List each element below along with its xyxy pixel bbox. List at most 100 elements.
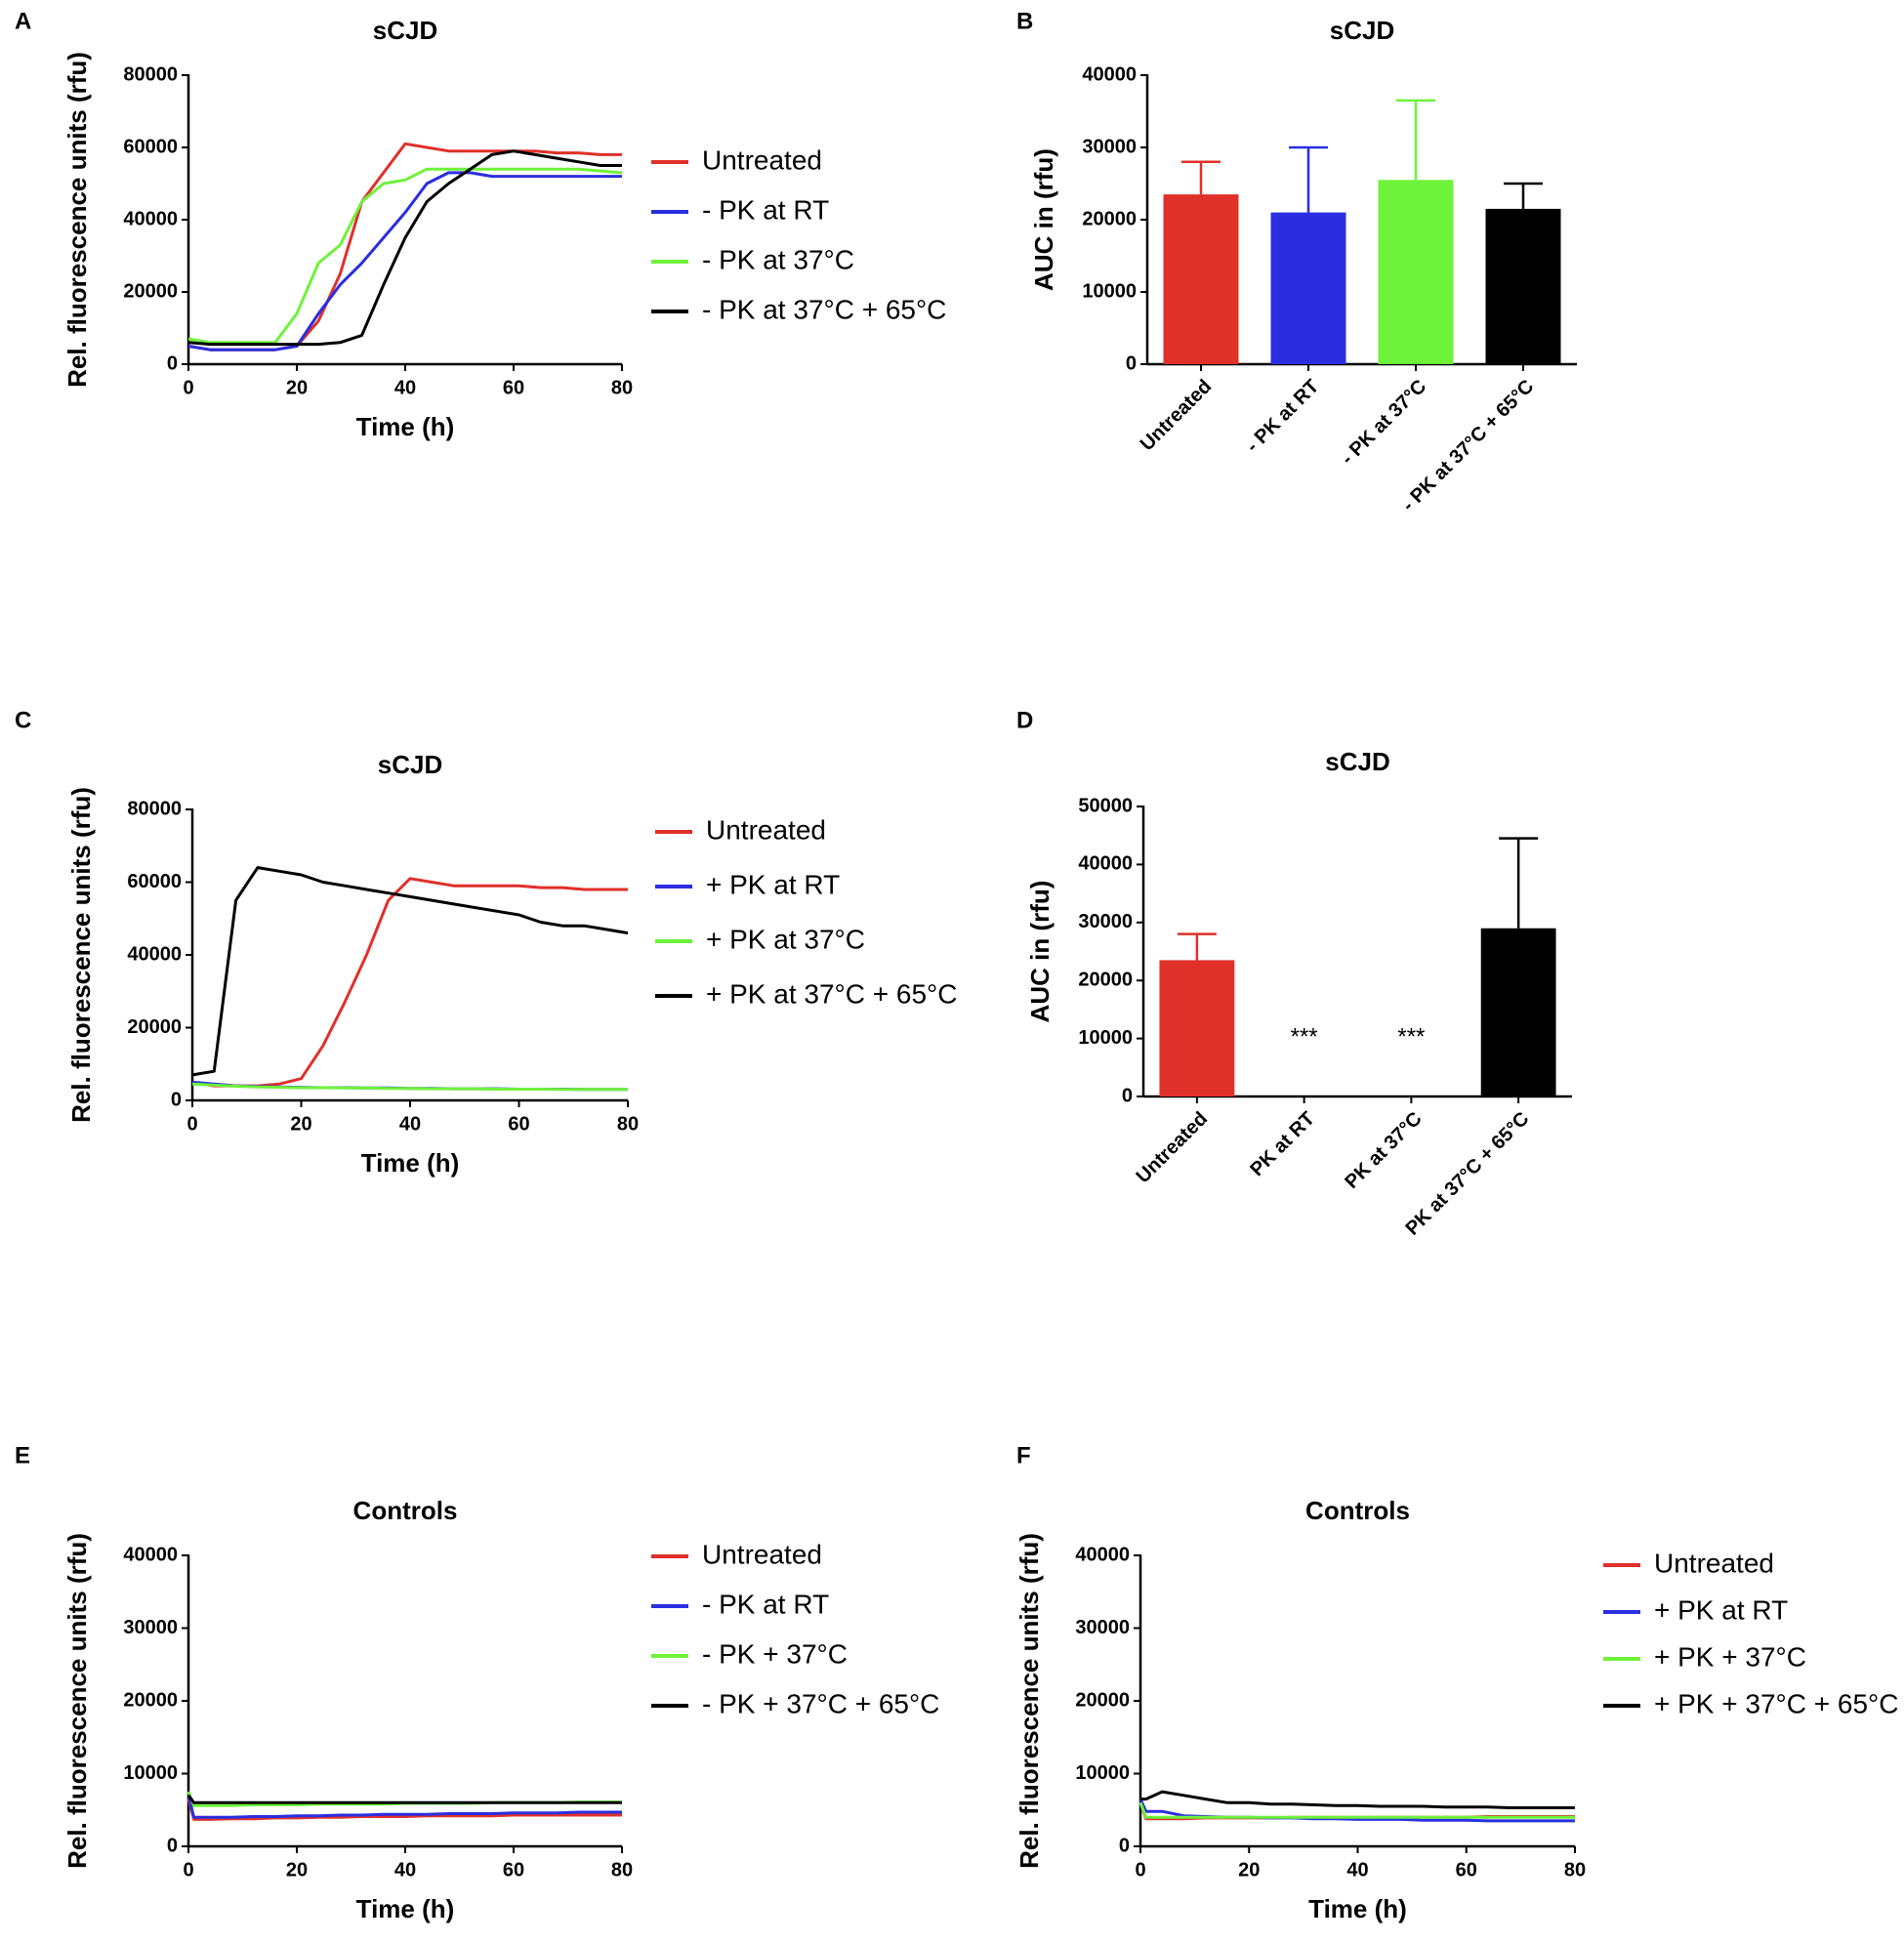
y-tick-label: 50000 — [1078, 795, 1133, 816]
panel-letter: B — [1016, 8, 1033, 34]
y-tick-label: 80000 — [123, 63, 178, 85]
bar — [1485, 208, 1561, 364]
y-tick-label: 20000 — [1075, 1689, 1130, 1711]
y-tick-label: 0 — [171, 1089, 182, 1110]
category-label: PK at 37°C — [1341, 1108, 1426, 1193]
y-tick-label: 60000 — [123, 136, 178, 157]
legend-label: + PK + 37°C — [1654, 1641, 1806, 1672]
bar — [1480, 928, 1556, 1096]
y-tick-label: 0 — [1126, 352, 1137, 374]
x-tick-label: 60 — [508, 1113, 529, 1135]
legend-label: Untreated — [706, 814, 826, 845]
y-tick-label: 40000 — [123, 1544, 178, 1565]
x-tick-label: 0 — [186, 1113, 197, 1135]
series-line — [191, 877, 628, 1088]
chart-title: sCJD — [1330, 16, 1394, 45]
series-line — [187, 149, 622, 347]
y-tick-label: 10000 — [1082, 280, 1137, 302]
chart-title: sCJD — [373, 16, 437, 45]
y-tick-label: 80000 — [127, 798, 182, 819]
x-tick-label: 40 — [394, 1859, 416, 1881]
legend-label: + PK at 37°C + 65°C — [706, 978, 957, 1009]
y-axis-label: Rel. fluorescence units (rfu) — [62, 52, 92, 388]
bar — [1270, 212, 1346, 364]
bar — [1163, 194, 1239, 364]
category-label: - PK at RT — [1242, 376, 1323, 457]
chart-title: sCJD — [1325, 747, 1389, 776]
y-tick-label: 30000 — [1078, 911, 1133, 932]
y-tick-label: 30000 — [1082, 136, 1137, 157]
y-tick-label: 0 — [167, 1835, 178, 1856]
x-tick-label: 20 — [290, 1113, 311, 1135]
x-tick-label: 80 — [1564, 1859, 1586, 1881]
error-bar — [1181, 160, 1221, 195]
y-tick-label: 10000 — [1075, 1762, 1130, 1784]
y-tick-label: 60000 — [127, 871, 182, 892]
y-axis-label: AUC in (rfu) — [1025, 881, 1055, 1023]
x-tick-label: 20 — [1238, 1859, 1260, 1881]
bar — [1159, 960, 1235, 1096]
series-line — [186, 1795, 622, 1819]
y-axis-label: Rel. fluorescence units (rfu) — [62, 1533, 92, 1869]
x-tick-label: 80 — [617, 1113, 639, 1135]
series-line — [187, 142, 622, 351]
legend-label: + PK at RT — [1654, 1594, 1788, 1625]
x-tick-label: 40 — [394, 377, 416, 398]
legend-label: Untreated — [702, 1539, 822, 1569]
y-axis-label: Rel. fluorescence units (rfu) — [1014, 1533, 1044, 1869]
x-tick-label: 20 — [286, 1859, 308, 1881]
x-axis-label: Time (h) — [356, 412, 455, 441]
y-tick-label: 10000 — [123, 1762, 178, 1784]
x-tick-label: 40 — [1346, 1859, 1368, 1881]
x-axis-label: Time (h) — [1308, 1894, 1407, 1923]
y-tick-label: 30000 — [123, 1617, 178, 1638]
x-tick-label: 20 — [286, 377, 308, 398]
error-bar — [1289, 145, 1328, 213]
chart-title: Controls — [353, 1496, 458, 1525]
legend-label: - PK + 37°C — [702, 1638, 848, 1669]
x-axis-label: Time (h) — [356, 1894, 455, 1923]
y-tick-label: 20000 — [1082, 208, 1137, 229]
category-label: Untreated — [1133, 1108, 1213, 1188]
chart-title: Controls — [1305, 1496, 1410, 1525]
error-bar — [1177, 932, 1217, 961]
x-tick-label: 60 — [503, 377, 524, 398]
category-label: Untreated — [1137, 376, 1217, 456]
error-bar — [1499, 837, 1539, 929]
x-tick-label: 0 — [183, 377, 193, 398]
x-tick-label: 80 — [611, 377, 633, 398]
legend-label: - PK at RT — [702, 1589, 829, 1619]
error-bar — [1396, 99, 1435, 181]
series-line — [187, 171, 622, 351]
series-line — [191, 1082, 628, 1092]
bar — [1378, 180, 1454, 364]
y-tick-label: 40000 — [1082, 63, 1137, 85]
y-axis-label: Rel. fluorescence units (rfu) — [66, 787, 96, 1123]
y-tick-label: 40000 — [1078, 853, 1133, 875]
y-tick-label: 40000 — [123, 208, 178, 229]
y-tick-label: 0 — [167, 352, 178, 374]
legend-label: - PK at 37°C — [702, 244, 854, 274]
legend-label: - PK + 37°C + 65°C — [702, 1688, 939, 1718]
y-tick-label: 20000 — [1078, 969, 1133, 990]
error-bar — [1504, 182, 1543, 209]
x-tick-label: 0 — [183, 1859, 193, 1881]
y-tick-label: 20000 — [123, 1689, 178, 1711]
legend-label: + PK at 37°C — [706, 924, 865, 954]
x-tick-label: 80 — [611, 1859, 633, 1881]
annotation: *** — [1397, 1023, 1425, 1050]
legend-label: Untreated — [702, 145, 822, 175]
x-tick-label: 60 — [1456, 1859, 1477, 1881]
panel-letter: D — [1016, 707, 1033, 733]
x-tick-label: 0 — [1135, 1859, 1145, 1881]
x-tick-label: 40 — [399, 1113, 421, 1135]
series-line — [186, 1798, 622, 1821]
series-line — [1138, 1801, 1575, 1819]
series-line — [186, 1794, 622, 1804]
annotation: *** — [1291, 1023, 1318, 1050]
panel-letter: C — [15, 707, 31, 733]
panel-letter: E — [15, 1442, 30, 1468]
x-tick-label: 60 — [503, 1859, 524, 1881]
series-line — [187, 167, 623, 345]
category-label: - PK at 37°C — [1337, 376, 1430, 470]
